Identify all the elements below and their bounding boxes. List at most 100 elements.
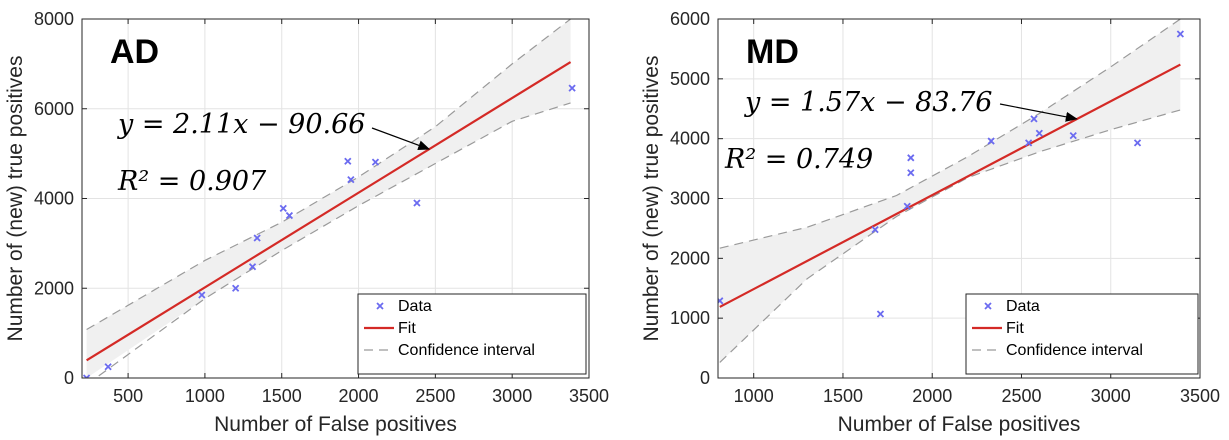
fit-equation: y = 1.57x − 83.76 — [744, 87, 992, 118]
data-point-stroke — [876, 310, 885, 318]
x-tick-label: 3000 — [492, 386, 532, 406]
data-point — [907, 169, 915, 177]
y-tick-label: 8000 — [34, 9, 74, 29]
x-tick-label: 2000 — [339, 386, 379, 406]
data-point — [876, 310, 885, 318]
panel-label: MD — [746, 33, 799, 71]
plot-content — [718, 19, 1184, 363]
x-tick-label: 3500 — [1180, 386, 1220, 406]
x-axis-label: Number of False positives — [214, 413, 457, 436]
data-point — [903, 202, 911, 210]
data-point — [248, 263, 257, 271]
x-tick-label: 2500 — [415, 386, 455, 406]
data-point-stroke — [871, 225, 879, 234]
x-axis-label: Number of False positives — [838, 413, 1081, 436]
confidence-band — [86, 19, 571, 378]
legend-label: Confidence interval — [398, 342, 535, 359]
data-point — [104, 363, 112, 371]
y-tick-label: 5000 — [670, 69, 710, 89]
data-point-stroke — [371, 158, 380, 166]
y-tick-label: 6000 — [34, 99, 74, 119]
data-point-stroke — [1069, 132, 1077, 140]
data-point — [987, 137, 995, 145]
y-tick-label: 4000 — [34, 189, 74, 209]
fit-equation: y = 2.11x − 90.66 — [117, 109, 365, 140]
annotation-arrow — [371, 127, 431, 151]
legend: Data Fit Confidence interval — [357, 293, 587, 375]
data-point — [371, 158, 380, 166]
data-point — [344, 157, 352, 165]
data-point — [253, 234, 261, 242]
panel-md: 1000 1500 2000 2500 3000 3500 0 1000 2000 3000 400… — [640, 9, 1220, 436]
legend-label: Fit — [1006, 320, 1024, 337]
data-point-stroke — [198, 291, 206, 299]
confidence-lower-line — [719, 109, 1181, 363]
data-point — [1024, 139, 1033, 147]
legend-label: Confidence interval — [1006, 342, 1143, 359]
data-point-stroke — [903, 202, 911, 210]
legend-label: Fit — [398, 320, 416, 337]
data-point — [285, 211, 294, 220]
data-point-stroke — [253, 234, 261, 242]
x-tick-label: 2000 — [912, 386, 952, 406]
x-tick-label: 3000 — [1091, 386, 1131, 406]
r-squared: R² = 0.749 — [724, 144, 873, 175]
data-point-stroke — [82, 374, 88, 378]
data-point-stroke — [85, 374, 91, 378]
data-point-stroke — [1035, 129, 1043, 137]
data-point — [82, 374, 91, 378]
legend-data-marker — [376, 302, 384, 310]
data-point — [279, 204, 287, 213]
data-point — [1035, 129, 1043, 137]
y-tick-label: 0 — [64, 368, 74, 388]
y-tick-label: 3000 — [670, 189, 710, 209]
legend: Data Fit Confidence interval — [965, 293, 1199, 375]
data-point-stroke — [907, 154, 915, 162]
data-point-stroke — [1024, 139, 1033, 147]
x-tick-label: 1000 — [185, 386, 225, 406]
data-point — [907, 154, 915, 162]
y-tick-label: 1000 — [670, 308, 710, 328]
data-point — [1133, 139, 1142, 147]
data-point-stroke — [104, 363, 112, 371]
legend-data-marker — [984, 302, 992, 310]
data-point-stroke — [248, 263, 257, 271]
x-tick-label: 1500 — [262, 386, 302, 406]
x-tick-label: 2500 — [1001, 386, 1041, 406]
panel-label: AD — [110, 33, 159, 71]
x-tick-label: 1000 — [734, 386, 774, 406]
data-point-stroke — [718, 297, 724, 304]
data-point — [413, 199, 421, 207]
x-tick-label: 1500 — [823, 386, 863, 406]
confidence-band — [719, 19, 1181, 363]
data-point — [718, 297, 724, 305]
data-point-stroke — [231, 284, 240, 292]
data-point-stroke — [279, 204, 287, 213]
data-point-stroke — [568, 84, 576, 92]
confidence-lower-line — [94, 102, 571, 378]
data-point-stroke — [1133, 139, 1142, 147]
legend-box — [357, 293, 587, 375]
data-point-stroke — [347, 176, 355, 184]
y-tick-label: 0 — [700, 368, 710, 388]
data-point — [1069, 132, 1077, 140]
data-point-stroke — [907, 169, 915, 177]
data-point-stroke — [344, 157, 352, 165]
confidence-upper-line — [86, 19, 571, 331]
plot-content — [82, 19, 576, 378]
data-point-stroke — [413, 199, 421, 207]
data-point — [198, 291, 206, 299]
x-tick-label: 3500 — [569, 386, 609, 406]
x-tick-label: 500 — [113, 386, 143, 406]
data-point-stroke — [285, 211, 294, 220]
data-point — [347, 176, 355, 184]
data-point-stroke — [1030, 115, 1038, 123]
data-point — [231, 284, 240, 292]
data-point-stroke — [987, 137, 995, 145]
data-point-stroke — [1176, 30, 1184, 38]
fit-line — [86, 61, 572, 362]
y-axis-label: Number of (new) true positives — [4, 56, 27, 342]
legend-label: Data — [398, 298, 432, 315]
r-squared: R² = 0.907 — [117, 166, 267, 197]
